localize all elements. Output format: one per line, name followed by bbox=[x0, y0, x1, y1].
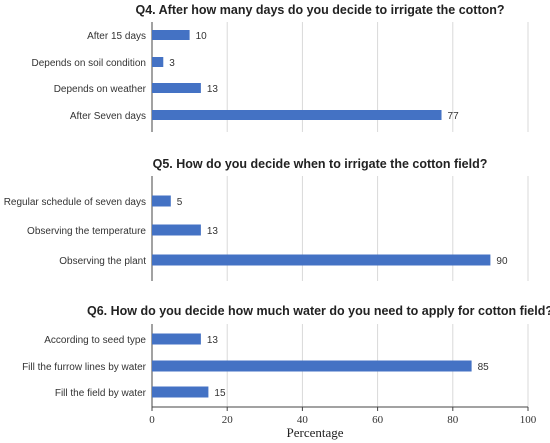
x-tick-label: 60 bbox=[372, 414, 384, 426]
category-label: Regular schedule of seven days bbox=[4, 197, 146, 208]
category-label: Depends on weather bbox=[54, 84, 147, 95]
data-label: 13 bbox=[207, 226, 219, 237]
chart-title: Q6. How do you decide how much water do … bbox=[87, 304, 550, 318]
bar bbox=[152, 57, 164, 67]
data-label: 5 bbox=[177, 197, 183, 208]
data-label: 13 bbox=[207, 335, 219, 346]
data-label: 13 bbox=[207, 84, 219, 95]
x-tick-label: 100 bbox=[520, 414, 537, 426]
chart-title: Q5. How do you decide when to irrigate t… bbox=[153, 157, 488, 171]
category-label: Observing the temperature bbox=[27, 226, 146, 237]
bar bbox=[152, 195, 171, 207]
category-label: After 15 days bbox=[87, 31, 146, 42]
category-label: Depends on soil condition bbox=[31, 58, 146, 69]
bar bbox=[152, 110, 442, 120]
category-label: Observing the plant bbox=[59, 256, 146, 267]
data-label: 90 bbox=[496, 256, 508, 267]
data-label: 3 bbox=[169, 58, 175, 69]
x-tick-label: 40 bbox=[297, 414, 309, 426]
bar bbox=[152, 386, 209, 398]
data-label: 15 bbox=[214, 388, 226, 399]
bar bbox=[152, 83, 201, 93]
data-label: 10 bbox=[196, 31, 208, 42]
category-label: Fill the field by water bbox=[55, 388, 147, 399]
category-label: According to seed type bbox=[44, 335, 146, 346]
chart-title: Q4. After how many days do you decide to… bbox=[135, 3, 504, 17]
x-tick-label: 20 bbox=[222, 414, 234, 426]
data-label: 77 bbox=[448, 111, 460, 122]
bar bbox=[152, 224, 201, 236]
category-label: Fill the furrow lines by water bbox=[22, 362, 147, 373]
x-tick-label: 80 bbox=[447, 414, 459, 426]
bar bbox=[152, 360, 472, 372]
x-axis-title: Percentage bbox=[286, 425, 343, 440]
bar bbox=[152, 30, 190, 40]
category-label: After Seven days bbox=[70, 111, 146, 122]
bar bbox=[152, 333, 201, 345]
x-tick-label: 0 bbox=[149, 414, 155, 426]
bar bbox=[152, 254, 491, 266]
data-label: 85 bbox=[478, 362, 490, 373]
